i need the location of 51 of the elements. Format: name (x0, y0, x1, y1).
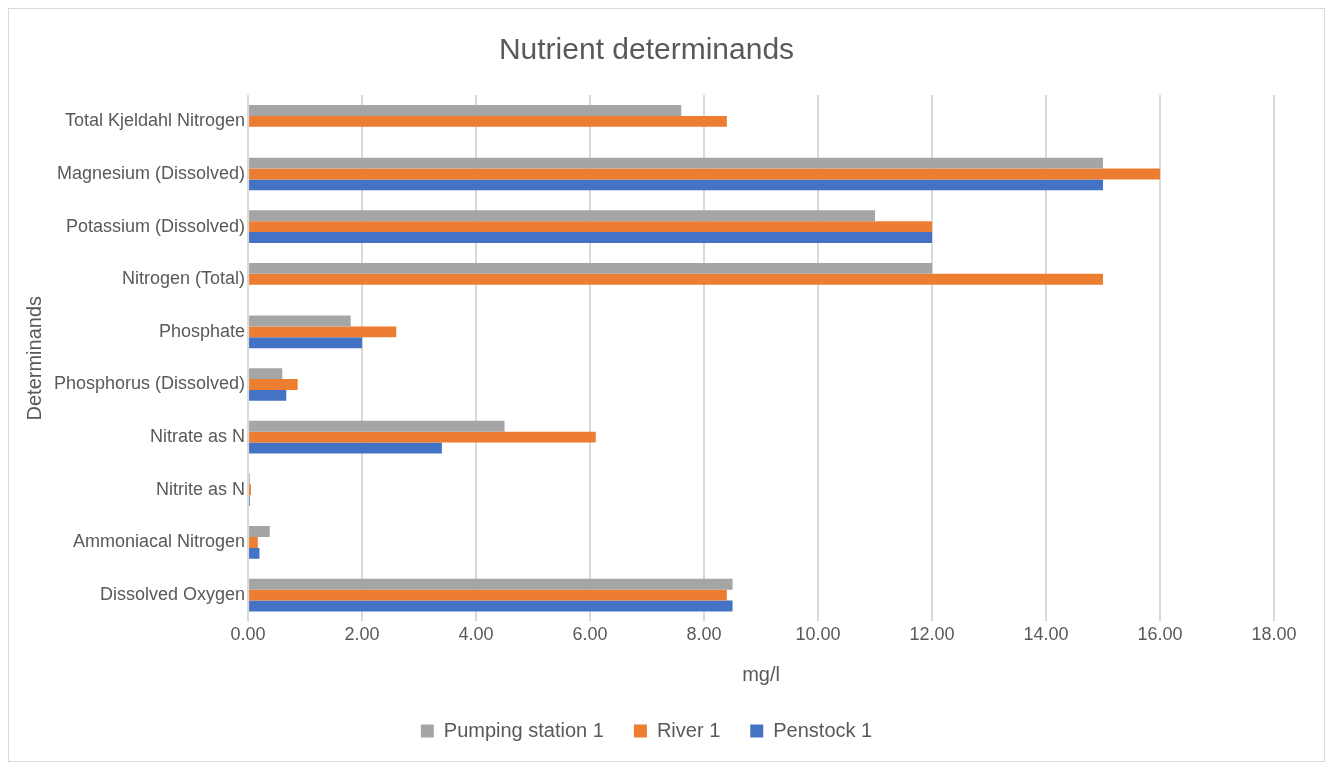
bar (249, 105, 682, 116)
bar (249, 273, 1104, 285)
bar (249, 578, 733, 590)
bar (249, 537, 258, 548)
x-tick-label: 2.00 (344, 624, 380, 645)
bar (249, 337, 363, 349)
y-tick-label: Phosphorus (Dissolved) (53, 373, 246, 394)
x-tick-label: 0.00 (230, 624, 266, 645)
y-tick-label: Nitrate as N (150, 426, 246, 447)
bar (249, 262, 933, 274)
bar (249, 210, 876, 222)
y-tick-label: Phosphate (159, 320, 246, 341)
bar (249, 368, 283, 380)
x-tick-label: 8.00 (686, 624, 722, 645)
x-tick-label: 12.00 (909, 624, 955, 645)
legend-label: River 1 (656, 718, 721, 741)
y-tick-label: Total Kjeldahl Nitrogen (64, 110, 246, 131)
x-tick-label: 14.00 (1023, 624, 1069, 645)
y-tick-label: Magnesium (Dissolved) (57, 162, 246, 183)
chart-title: Nutrient determinands (498, 32, 795, 66)
y-tick-label: Potassium (Dissolved) (66, 215, 246, 236)
bar (249, 232, 933, 243)
y-tick-label: Nitrite as N (156, 478, 246, 499)
bar (249, 315, 351, 327)
bar (249, 431, 596, 443)
bar (249, 115, 727, 127)
x-tick-label: 18.00 (1251, 624, 1297, 645)
x-tick-label: 6.00 (572, 624, 608, 645)
y-tick-label: Dissolved Oxygen (100, 584, 246, 605)
y-axis-title: Determinands (22, 295, 45, 421)
bar (249, 326, 397, 338)
x-tick-label: 4.00 (458, 624, 494, 645)
bar (249, 379, 298, 390)
legend-label: Penstock 1 (773, 718, 873, 741)
y-tick-label: Ammoniacal Nitrogen (73, 531, 246, 552)
bar (249, 600, 733, 612)
bar (249, 221, 933, 233)
bar (249, 157, 1104, 169)
bar (249, 589, 727, 601)
legend-label: Pumping station 1 (443, 718, 604, 741)
x-axis-title: mg/l (742, 662, 780, 685)
x-tick-label: 16.00 (1137, 624, 1183, 645)
bar (249, 168, 1161, 180)
y-tick-label: Nitrogen (Total) (122, 268, 246, 289)
bar (249, 179, 1104, 191)
bar (249, 526, 270, 537)
x-tick-label: 10.00 (795, 624, 841, 645)
bar (249, 547, 260, 559)
bar (249, 442, 442, 454)
bar (249, 420, 505, 432)
bar (249, 389, 287, 401)
